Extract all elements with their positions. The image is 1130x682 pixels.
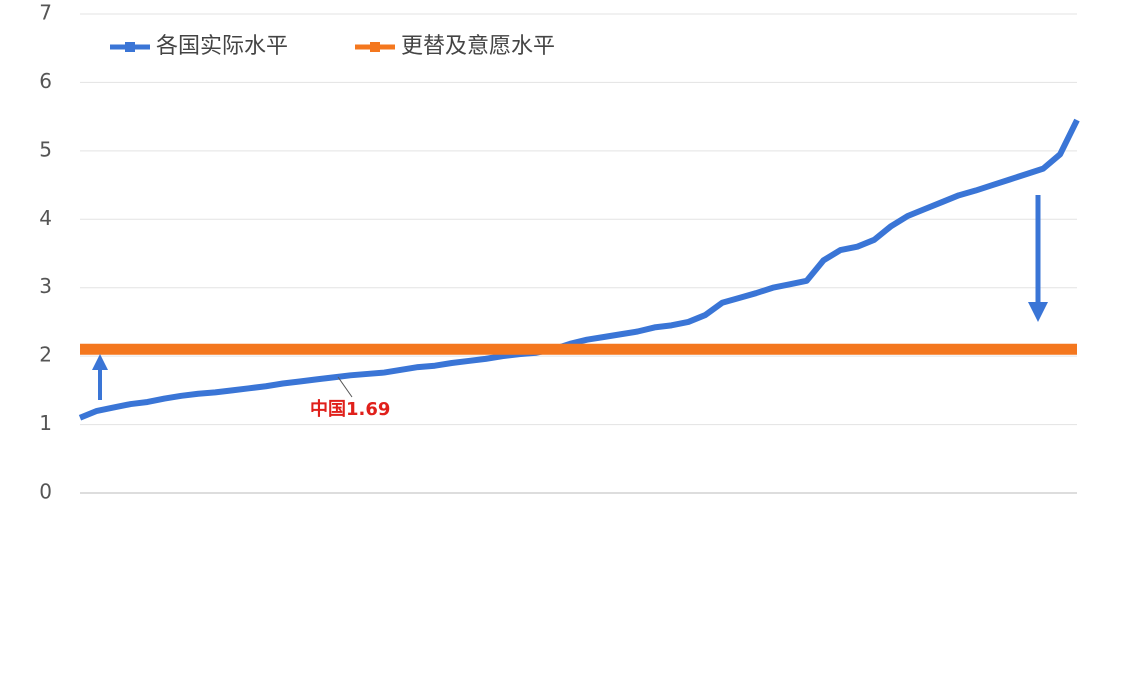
- legend-marker: [125, 42, 135, 52]
- y-tick-label: 3: [39, 274, 52, 298]
- y-tick-label: 7: [39, 1, 52, 25]
- legend-label: 更替及意愿水平: [401, 34, 555, 59]
- legend-label: 各国实际水平: [156, 34, 288, 59]
- annotation: 中国1.69: [310, 398, 390, 420]
- annotation-leader: [337, 376, 353, 398]
- y-tick-label: 1: [39, 411, 52, 435]
- y-tick-label: 4: [39, 206, 52, 230]
- series-line: [78, 118, 1080, 421]
- y-tick-label: 0: [39, 480, 52, 504]
- y-tick-label: 2: [39, 343, 52, 367]
- y-tick-label: 5: [39, 137, 52, 161]
- legend-marker: [370, 42, 380, 52]
- y-tick-label: 6: [39, 69, 52, 93]
